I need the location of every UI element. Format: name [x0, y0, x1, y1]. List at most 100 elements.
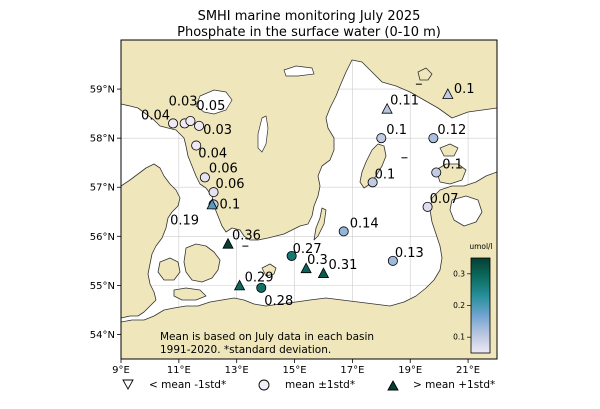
- station-value-label: 0.06: [216, 177, 245, 192]
- saaremaa-land: [435, 163, 467, 185]
- station-marker-triangle-up: [233, 279, 246, 291]
- colorbar-tick-label: 0.3: [453, 269, 465, 278]
- y-tick-label: 58°N: [90, 134, 115, 145]
- station-value-label: 0.06: [209, 161, 238, 176]
- legend-label-above: > mean +1std*: [413, 379, 495, 391]
- dash-marks: [242, 83, 422, 247]
- station-value-label: 0.1: [220, 197, 241, 212]
- lolland-land: [173, 287, 207, 301]
- station-value-label: 0.1: [454, 82, 475, 97]
- station-marker-circle: [431, 167, 442, 178]
- station-marker-triangle-up: [222, 237, 234, 249]
- hiiumaa-land: [439, 143, 459, 157]
- legend-item-above: > mean +1std*: [387, 379, 495, 391]
- aland-land: [417, 67, 433, 81]
- y-tick-label: 54°N: [90, 330, 115, 341]
- station-marker-circle: [428, 133, 439, 144]
- station-value-label: 0.29: [245, 270, 274, 285]
- triangle-up-icon: [387, 380, 399, 391]
- x-tick-label: 19°E: [398, 365, 422, 376]
- station-marker-circle: [422, 201, 433, 212]
- legend-label-below: < mean -1std*: [149, 379, 226, 391]
- colorbar-ramp: [470, 257, 491, 354]
- chart-title: SMHI marine monitoring July 2025: [198, 9, 421, 24]
- lake-vanern: [195, 89, 233, 115]
- station-value-label: 0.04: [198, 147, 227, 162]
- lake-vattern: [257, 115, 269, 153]
- station-marker-circle: [208, 187, 219, 198]
- map-panel: [121, 40, 497, 359]
- station-marker-circle: [256, 282, 267, 293]
- station-value-label: 0.04: [141, 108, 170, 123]
- station-value-label: 0.12: [437, 123, 466, 138]
- gulf-of-riga: [449, 195, 483, 227]
- y-tick-label: 56°N: [90, 232, 115, 243]
- station-marker-circle: [168, 118, 179, 129]
- station-value-label: 0.14: [350, 216, 379, 231]
- circle-icon: [258, 379, 270, 391]
- legend-item-mean: mean ±1std*: [258, 379, 355, 391]
- x-tick-label: 21°E: [456, 365, 480, 376]
- x-tick-label: 15°E: [283, 365, 307, 376]
- map-frame: [120, 39, 498, 360]
- station-marker-triangle-low: [442, 88, 454, 99]
- station-value-label: 0.28: [264, 294, 293, 309]
- station-value-label: 0.36: [232, 229, 261, 244]
- x-tick-label: 17°E: [340, 365, 364, 376]
- zealand-land: [183, 243, 221, 283]
- oland-land: [313, 207, 327, 241]
- station-marker-circle: [194, 120, 205, 131]
- triangle-down-icon: [122, 379, 134, 390]
- station-marker-circle: [286, 250, 297, 261]
- y-tick-label: 55°N: [90, 281, 115, 292]
- station-marker-triangle-up: [300, 262, 312, 274]
- station-value-label: 0.13: [395, 246, 424, 261]
- station-value-label: 0.1: [442, 158, 463, 173]
- station-marker-triangle-up: [317, 267, 330, 279]
- colorbar-tick-label: 0.2: [453, 301, 465, 310]
- station-value-label: 0.11: [390, 94, 419, 109]
- station-markers: [168, 88, 454, 293]
- x-tick-label: 9°E: [112, 365, 130, 376]
- colorbar-ticks: 0.1 0.2 0.3: [453, 269, 471, 342]
- y-tick-label: 59°N: [90, 85, 115, 96]
- x-axis: 9°E 11°E 13°E 15°E 17°E 19°E 21°E: [112, 359, 480, 376]
- colorbar: umol/l 0.1 0.2 0.3: [453, 242, 493, 354]
- southern-coast-land: [121, 171, 497, 359]
- station-marker-circle: [376, 133, 387, 144]
- colorbar-tick-label: 0.1: [453, 333, 465, 342]
- lake-malaren: [283, 65, 315, 77]
- station-marker-triangle-low: [381, 102, 393, 114]
- station-value-label: 0.05: [196, 99, 225, 114]
- station-labels: 0.10.110.1 0.120.10.10.070.140.130.040.03…: [141, 82, 474, 309]
- legend: < mean -1std* mean ±1std* > mean +1std*: [122, 379, 495, 391]
- station-marker-circle: [191, 140, 202, 151]
- bornholm-land: [261, 263, 277, 277]
- station-marker-triangle-low: [206, 198, 218, 210]
- station-marker-circle: [199, 172, 210, 183]
- station-value-label: 0.07: [430, 192, 459, 207]
- note-line-1: Mean is based on July data in each basin: [160, 331, 374, 343]
- station-value-label: 0.03: [169, 94, 198, 109]
- station-value-label: 0.1: [386, 123, 407, 138]
- x-tick-label: 11°E: [167, 365, 191, 376]
- note-line-2: 1991-2020. *standard deviation.: [160, 344, 331, 356]
- station-value-label: 0.1: [375, 167, 396, 182]
- station-value-label: 0.19: [170, 213, 199, 228]
- jutland-land: [121, 163, 181, 319]
- y-tick-label: 57°N: [90, 183, 115, 194]
- station-marker-circle: [338, 226, 349, 237]
- chart-subtitle: Phosphate in the surface water (0-10 m): [177, 25, 441, 40]
- station-value-label: 0.3: [307, 253, 328, 268]
- legend-item-below: < mean -1std*: [122, 379, 226, 391]
- station-marker-circle: [185, 115, 196, 126]
- lakes: [195, 65, 315, 153]
- station-marker-circle: [367, 177, 378, 188]
- station-value-label: 0.31: [328, 258, 357, 273]
- colorbar-label: umol/l: [469, 242, 492, 251]
- station-marker-circle: [387, 255, 398, 266]
- legend-label-mean: mean ±1std*: [285, 379, 355, 391]
- station-value-label: 0.03: [203, 123, 232, 138]
- station-value-label: 0.27: [293, 242, 322, 257]
